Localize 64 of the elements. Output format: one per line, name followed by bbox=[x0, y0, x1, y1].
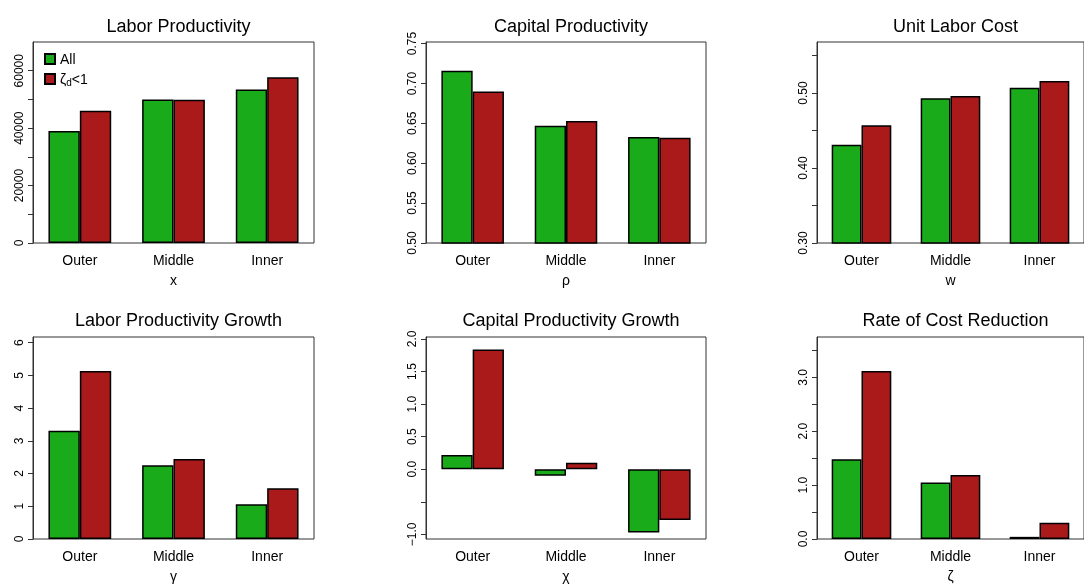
x-axis-title: χ bbox=[562, 568, 571, 584]
x-tick-label: Outer bbox=[843, 548, 880, 564]
x-axis-title: ζ bbox=[947, 568, 954, 584]
x-tick-label: Middle bbox=[152, 252, 195, 268]
y-tick-label: 6 bbox=[12, 338, 26, 346]
y-tick-label: 0.5 bbox=[405, 428, 419, 446]
x-tick-label: Inner bbox=[1023, 548, 1056, 564]
y-tick-label: 1.5 bbox=[405, 362, 419, 380]
y-tick-label: 4 bbox=[12, 404, 26, 412]
bar bbox=[566, 462, 598, 470]
y-tick-label: 1.0 bbox=[796, 476, 810, 494]
y-tick-label: 5 bbox=[12, 371, 26, 379]
x-axis-title: w bbox=[944, 272, 957, 288]
chart-title: Rate of Cost Reduction bbox=[862, 310, 1049, 330]
y-tick-label: 1 bbox=[12, 502, 26, 510]
x-tick-label: Inner bbox=[643, 548, 676, 564]
x-tick-label: Inner bbox=[643, 252, 676, 268]
x-axis-title: ρ bbox=[562, 272, 571, 288]
y-tick-label: 0.60 bbox=[405, 151, 419, 175]
y-tick-label: 1.0 bbox=[405, 395, 419, 413]
y-tick-label: 2.0 bbox=[405, 330, 419, 348]
x-tick-label: Middle bbox=[545, 252, 587, 268]
x-tick-label: Inner bbox=[1023, 252, 1056, 268]
y-tick-label: 2.0 bbox=[796, 422, 810, 440]
y-tick-label: 2 bbox=[12, 469, 26, 477]
bar bbox=[534, 469, 566, 476]
legend-label: All bbox=[60, 51, 76, 67]
y-tick-label: 0.70 bbox=[405, 71, 419, 96]
x-tick-label: Outer bbox=[455, 252, 491, 268]
y-tick-label: 3.0 bbox=[796, 368, 810, 386]
y-tick-label: −1.0 bbox=[405, 522, 419, 547]
y-tick-label: 0.40 bbox=[796, 156, 810, 180]
y-tick-label: 0.75 bbox=[405, 31, 419, 56]
x-tick-label: Inner bbox=[251, 252, 284, 268]
x-tick-label: Middle bbox=[929, 252, 972, 268]
chart-title: Labor Productivity Growth bbox=[74, 310, 283, 330]
chart-title: Labor Productivity bbox=[106, 16, 251, 36]
x-tick-label: Middle bbox=[545, 548, 587, 564]
legend-label: ζd<1 bbox=[60, 71, 88, 88]
x-tick-label: Middle bbox=[929, 548, 972, 564]
x-tick-label: Outer bbox=[62, 252, 98, 268]
y-tick-label: 0 bbox=[12, 535, 26, 543]
y-tick-label: 0 bbox=[12, 239, 26, 247]
y-tick-label: 0.30 bbox=[796, 231, 810, 255]
x-tick-label: Inner bbox=[251, 548, 284, 564]
y-tick-label: 0.65 bbox=[405, 111, 419, 136]
x-tick-label: Outer bbox=[62, 548, 98, 564]
chart-title: Capital Productivity bbox=[493, 16, 649, 36]
chart-title: Unit Labor Cost bbox=[892, 16, 1019, 36]
y-tick-label: 0.0 bbox=[405, 460, 419, 478]
y-tick-label: 0.55 bbox=[405, 191, 419, 215]
y-tick-label: 20000 bbox=[12, 168, 26, 203]
chart-title: Capital Productivity Growth bbox=[462, 310, 680, 330]
x-axis-title: γ bbox=[170, 568, 177, 584]
y-tick-label: 0.0 bbox=[796, 530, 810, 548]
y-tick-label: 40000 bbox=[12, 111, 26, 145]
x-tick-label: Outer bbox=[843, 252, 880, 268]
x-tick-label: Middle bbox=[152, 548, 195, 564]
y-tick-label: 0.50 bbox=[405, 231, 419, 255]
y-tick-label: 60000 bbox=[12, 53, 26, 88]
y-tick-label: 0.50 bbox=[796, 81, 810, 105]
x-tick-label: Outer bbox=[455, 548, 491, 564]
x-axis-title: x bbox=[170, 272, 177, 288]
y-tick-label: 3 bbox=[12, 437, 26, 445]
